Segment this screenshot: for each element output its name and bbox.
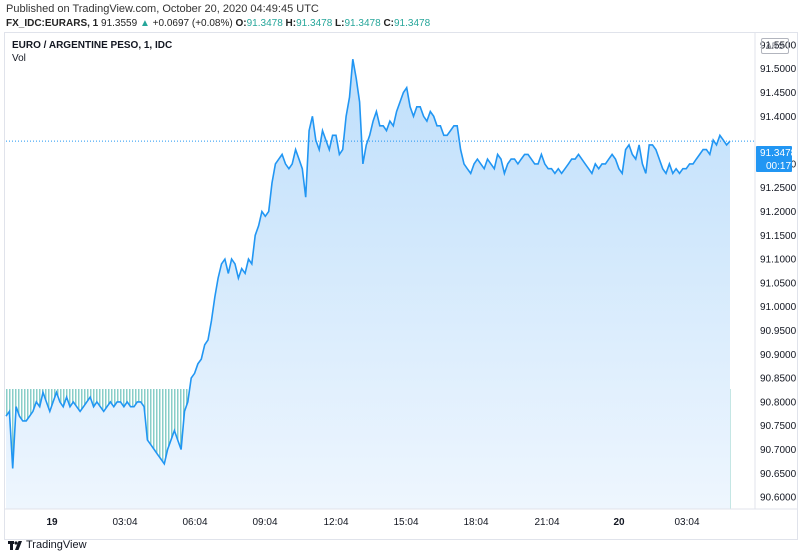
change-up-icon: ▲: [139, 18, 150, 29]
high-value: 91.3478: [296, 18, 333, 29]
change-value: +0.0697 (+0.08%): [152, 18, 233, 29]
volume-bar: [162, 389, 164, 509]
price-axis: 91.550091.500091.450091.400091.300091.25…: [760, 40, 797, 503]
open-label: O:: [235, 18, 247, 29]
price-tick-label: 91.1500: [760, 231, 797, 242]
symbol-name: FX_IDC:EURARS, 1: [6, 18, 99, 29]
time-tick-label: 18:04: [463, 517, 488, 528]
close-value: 91.3478: [394, 18, 431, 29]
countdown-label: 00:17: [766, 161, 791, 172]
price-tick-label: 91.2000: [760, 207, 797, 218]
last-value: 91.3559: [101, 18, 138, 29]
price-tick-label: 90.9500: [760, 326, 797, 337]
time-tick-label: 09:04: [252, 517, 277, 528]
time-tick-label: 03:04: [674, 517, 699, 528]
last-price-label: 91.3478: [760, 148, 797, 159]
time-tick-label: 21:04: [534, 517, 559, 528]
time-tick-label: 03:04: [112, 517, 137, 528]
time-tick-label: 15:04: [393, 517, 418, 528]
time-tick-label: 20: [613, 517, 625, 528]
currency-badge[interactable]: ARS: [761, 38, 789, 54]
price-tick-label: 91.4500: [760, 88, 797, 99]
brand-footer[interactable]: TradingView: [8, 539, 87, 551]
chart-legend-title: EURO / ARGENTINE PESO, 1, IDC: [12, 40, 173, 51]
price-line: [5, 59, 731, 469]
price-tick-label: 91.2500: [760, 183, 797, 194]
volume-legend: Vol: [12, 53, 26, 64]
price-tick-label: 90.9000: [760, 350, 797, 361]
brand-name: TradingView: [26, 539, 87, 551]
price-tick-label: 90.6500: [760, 469, 797, 480]
price-tick-label: 91.4000: [760, 112, 797, 123]
volume-bar: [159, 389, 161, 509]
price-tick-label: 90.7000: [760, 445, 797, 456]
time-tick-label: 19: [46, 517, 58, 528]
volume-bar: [156, 389, 158, 509]
price-tick-label: 91.5500: [760, 40, 797, 51]
time-tick-label: 06:04: [182, 517, 207, 528]
price-tick-label: 90.8000: [760, 397, 797, 408]
close-label: C:: [383, 18, 394, 29]
volume-bar: [12, 389, 14, 509]
tradingview-logo-icon: [8, 541, 22, 550]
time-tick-label: 12:04: [323, 517, 348, 528]
price-tick-label: 90.7500: [760, 421, 797, 432]
last-price-badge: [756, 146, 792, 172]
low-label: L:: [335, 18, 345, 29]
published-caption: Published on TradingView.com, October 20…: [6, 3, 319, 15]
price-tick-label: 90.6000: [760, 493, 797, 504]
low-value: 91.3478: [344, 18, 381, 29]
price-tick-label: 91.0500: [760, 278, 797, 289]
volume-bar: [165, 389, 167, 509]
symbol-info-bar: FX_IDC:EURARS, 1 91.3559 ▲ +0.0697 (+0.0…: [6, 18, 430, 29]
time-axis: 19 03:04 06:04 09:04 12:04 15:04 18:04 21:04 20 0…: [46, 517, 700, 528]
price-tick-label: 91.0000: [760, 302, 797, 313]
high-label: H:: [285, 18, 297, 29]
price-tick-label: 90.8500: [760, 374, 797, 385]
price-tick-label: 91.5000: [760, 64, 797, 75]
open-value: 91.3478: [246, 18, 283, 29]
price-area: [6, 59, 730, 509]
price-tick-label: 91.1000: [760, 255, 797, 266]
chart-frame: [4, 32, 798, 540]
